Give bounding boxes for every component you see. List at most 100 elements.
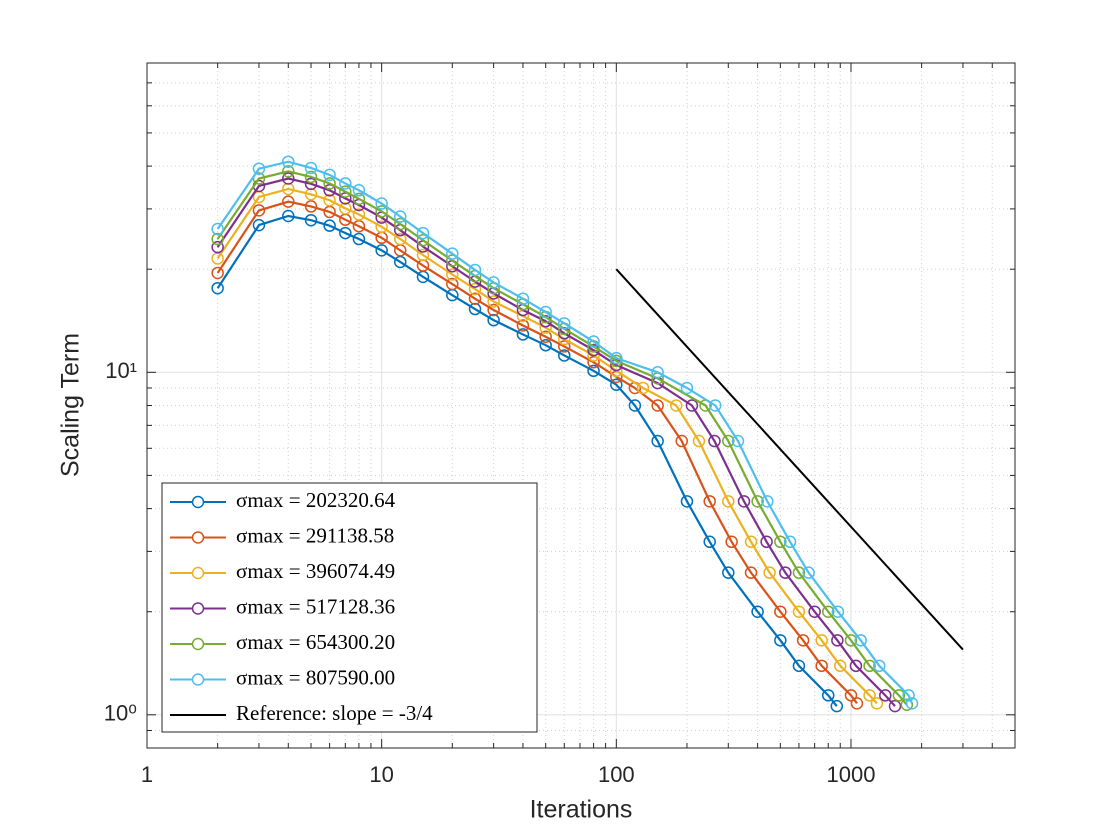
marker (558, 349, 571, 362)
marker (282, 155, 295, 168)
marker (774, 634, 787, 647)
marker (539, 305, 552, 319)
marker (636, 381, 650, 395)
marker (352, 219, 366, 233)
marker (252, 162, 266, 175)
marker (751, 495, 764, 508)
marker (323, 184, 336, 197)
marker (703, 495, 716, 508)
marker (339, 202, 352, 215)
legend-marker (191, 602, 205, 615)
x-axis-label: Iterations (530, 796, 633, 824)
marker (675, 434, 688, 448)
marker (761, 495, 774, 508)
marker (339, 177, 352, 190)
marker (416, 233, 430, 247)
marker (737, 495, 751, 508)
marker (792, 659, 806, 673)
legend-label: σmax = 807590.00 (236, 665, 395, 689)
marker (375, 205, 388, 218)
x-tick-label: 1 (141, 762, 153, 787)
marker (416, 248, 430, 262)
marker (879, 689, 892, 702)
marker (539, 330, 552, 344)
marker (352, 232, 366, 246)
marker (844, 634, 858, 647)
marker (352, 208, 366, 221)
marker (446, 277, 459, 291)
marker (905, 697, 919, 710)
marker (744, 535, 758, 549)
marker (558, 340, 571, 353)
marker (792, 605, 806, 618)
marker (252, 218, 266, 232)
marker (708, 434, 721, 448)
marker (323, 168, 336, 182)
marker (808, 605, 821, 618)
marker (339, 192, 352, 205)
marker (446, 268, 459, 281)
marker (211, 240, 224, 254)
marker (651, 366, 664, 379)
marker (680, 381, 694, 395)
marker (375, 244, 388, 257)
plot-area (211, 155, 964, 713)
marker (833, 659, 847, 673)
marker (468, 263, 482, 277)
marker (870, 697, 884, 710)
marker (468, 292, 482, 305)
marker (587, 364, 600, 378)
marker (774, 535, 787, 549)
marker (487, 313, 500, 327)
marker (722, 495, 735, 508)
marker (304, 170, 318, 184)
marker (416, 226, 430, 240)
marker (211, 266, 224, 280)
marker (680, 495, 694, 508)
marker (792, 566, 806, 579)
legend-label: σmax = 396074.49 (236, 559, 395, 583)
marker (651, 434, 664, 448)
marker (304, 177, 318, 191)
series-line (216, 160, 914, 704)
marker (339, 226, 352, 240)
axes-box (146, 62, 1016, 749)
marker (709, 399, 722, 412)
marker (539, 338, 552, 352)
marker (339, 185, 352, 198)
marker (731, 434, 745, 448)
marker (487, 295, 500, 308)
marker (558, 317, 571, 330)
marker (304, 161, 318, 175)
marker (854, 634, 867, 647)
marker (375, 220, 388, 234)
legend-label: σmax = 654300.20 (236, 630, 395, 654)
marker (323, 193, 336, 207)
marker (796, 634, 810, 647)
marker (610, 378, 623, 391)
marker (849, 659, 863, 673)
marker (900, 698, 914, 711)
marker (873, 659, 886, 673)
legend-marker (191, 673, 205, 686)
marker (779, 566, 792, 579)
marker (282, 165, 295, 178)
marker (352, 184, 366, 197)
marker (774, 605, 787, 618)
y-axis-label: Scaling Term (57, 333, 85, 477)
marker (685, 399, 699, 412)
marker (850, 697, 864, 710)
marker (304, 200, 318, 213)
marker (211, 281, 224, 295)
marker (610, 358, 623, 372)
marker (692, 434, 706, 448)
marker (252, 204, 266, 217)
marker (323, 177, 336, 190)
marker (282, 209, 295, 223)
marker (722, 434, 735, 448)
marker (892, 689, 906, 702)
marker (902, 689, 915, 702)
legend-label: σmax = 202320.64 (236, 488, 396, 512)
legend-marker (191, 566, 205, 580)
marker (815, 659, 828, 673)
